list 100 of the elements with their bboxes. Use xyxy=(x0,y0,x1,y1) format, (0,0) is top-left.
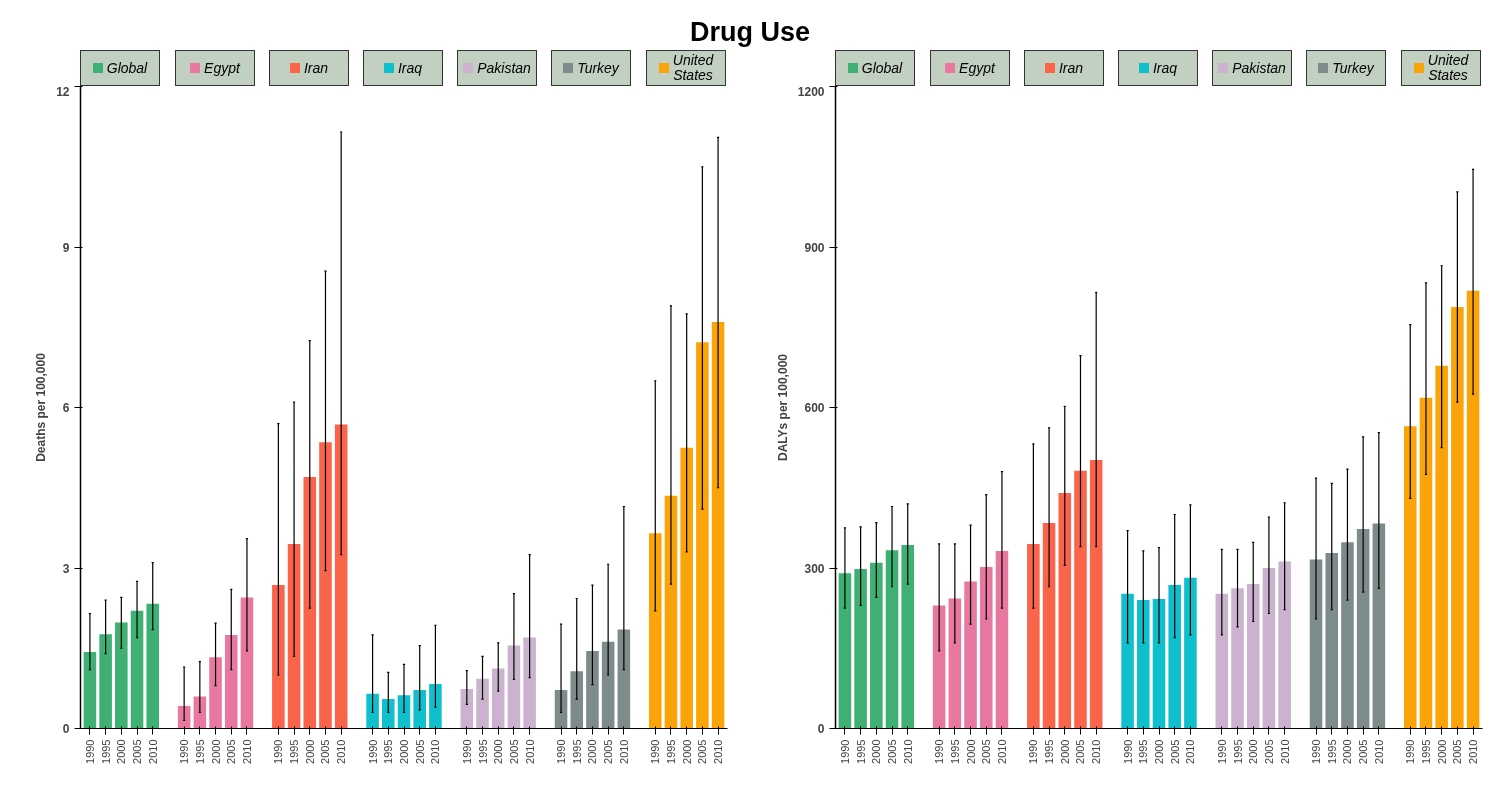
bar xyxy=(130,610,144,729)
x-tick-label: 1995 xyxy=(854,739,867,764)
x-tick-label: 1995 xyxy=(1419,739,1432,764)
legend-label: Turkey xyxy=(577,59,619,76)
x-tick-label: 2005 xyxy=(1357,739,1370,764)
x-tick-label: 2005 xyxy=(1262,739,1275,764)
x-tick-label: 2010 xyxy=(1467,739,1480,764)
x-tick-label: 1995 xyxy=(99,739,112,764)
x-tick-label: 2010 xyxy=(429,739,442,764)
bar xyxy=(1246,584,1260,729)
bar xyxy=(1074,470,1087,729)
bar xyxy=(1466,290,1480,729)
bar xyxy=(476,678,489,729)
bar xyxy=(334,424,348,729)
bar xyxy=(115,622,128,729)
x-tick-label: 2010 xyxy=(901,739,914,764)
legend-label: Egypt xyxy=(959,59,995,76)
bar xyxy=(99,634,112,729)
bar xyxy=(1278,561,1291,729)
x-tick-label: 2005 xyxy=(507,739,520,764)
x-tick-label: 1995 xyxy=(1043,739,1056,764)
bar xyxy=(696,342,709,729)
x-tick-label: 2005 xyxy=(131,739,144,764)
bar xyxy=(1356,528,1370,729)
x-tick-label: 1990 xyxy=(460,739,473,764)
x-tick-label: 2010 xyxy=(1372,739,1385,764)
x-tick-label: 2005 xyxy=(980,739,993,764)
bar xyxy=(1325,553,1339,729)
x-tick-label: 2010 xyxy=(617,739,630,764)
x-tick-label: 2010 xyxy=(712,739,725,764)
bar xyxy=(570,671,584,729)
y-tick-label: 600 xyxy=(804,401,825,415)
x-tick-label: 1995 xyxy=(288,739,301,764)
x-tick-label: 2000 xyxy=(492,739,505,764)
x-tick-label: 2000 xyxy=(1435,739,1448,764)
x-tick-label: 1995 xyxy=(476,739,489,764)
bar xyxy=(1419,397,1433,729)
x-tick-label: 2005 xyxy=(413,739,426,764)
x-tick-label: 2010 xyxy=(146,739,159,764)
bar xyxy=(413,689,426,729)
bar xyxy=(664,495,678,729)
x-tick-label: 2000 xyxy=(586,739,599,764)
bar xyxy=(1152,599,1166,729)
x-tick-label: 2010 xyxy=(523,739,536,764)
bar xyxy=(1042,523,1056,729)
x-tick-label: 1990 xyxy=(1404,739,1417,764)
bar xyxy=(838,573,852,729)
bar xyxy=(1058,493,1072,729)
x-tick-label: 2000 xyxy=(870,739,883,764)
x-tick-label: 2000 xyxy=(964,739,977,764)
bar xyxy=(1341,542,1354,729)
x-tick-label: 1990 xyxy=(83,739,96,764)
bar xyxy=(901,544,915,729)
bar xyxy=(366,693,379,729)
x-tick-label: 2005 xyxy=(1451,739,1464,764)
x-tick-label: 1995 xyxy=(1231,739,1244,764)
y-tick-label: 12 xyxy=(56,84,70,99)
x-tick-label: 2005 xyxy=(1168,739,1181,764)
legend-label: Turkey xyxy=(1332,59,1374,76)
y-tick-label: 9 xyxy=(62,240,70,255)
y-tick-label: 0 xyxy=(817,722,825,736)
x-tick-label: 1995 xyxy=(664,739,677,764)
bar xyxy=(491,668,505,729)
x-tick-label: 2010 xyxy=(1184,739,1197,764)
bar xyxy=(648,533,662,729)
legend-label: Pakistan xyxy=(477,59,531,76)
bar xyxy=(680,447,693,729)
legend-label: Egypt xyxy=(204,59,240,76)
bar xyxy=(429,684,442,729)
bar xyxy=(460,688,474,729)
x-tick-label: 2000 xyxy=(680,739,693,764)
x-tick-label: 2005 xyxy=(1074,739,1087,764)
bar xyxy=(711,321,725,729)
bar xyxy=(1168,585,1181,729)
bar xyxy=(507,645,521,729)
bar xyxy=(209,657,222,729)
x-tick-label: 2005 xyxy=(225,739,238,764)
legend-label: United States xyxy=(672,52,714,83)
bar xyxy=(303,477,317,729)
x-tick-label: 1990 xyxy=(1121,739,1134,764)
x-tick-label: 2000 xyxy=(1341,739,1354,764)
x-tick-label: 1990 xyxy=(1310,739,1323,764)
bar xyxy=(948,598,962,729)
x-tick-label: 1995 xyxy=(193,739,206,764)
legend-label: United States xyxy=(1427,52,1469,83)
legend-label: Global xyxy=(861,59,903,76)
x-tick-label: 2000 xyxy=(115,739,128,764)
x-tick-label: 2010 xyxy=(995,739,1008,764)
x-tick-label: 2000 xyxy=(1247,739,1260,764)
x-tick-label: 1990 xyxy=(272,739,285,764)
bar xyxy=(586,650,599,729)
bar xyxy=(1309,559,1323,729)
legend-label: Pakistan xyxy=(1232,59,1286,76)
text: Drug Use xyxy=(689,16,811,49)
y-tick-label: 300 xyxy=(804,561,825,576)
bar xyxy=(854,569,867,729)
y-tick-label: 3 xyxy=(62,561,70,576)
bar xyxy=(193,696,207,729)
bar xyxy=(995,550,1009,729)
bar xyxy=(83,651,97,729)
